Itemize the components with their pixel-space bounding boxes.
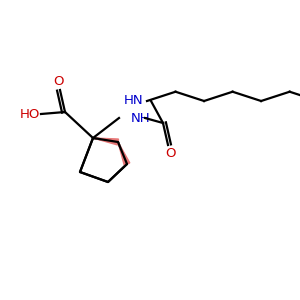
Text: O: O	[165, 147, 175, 160]
Text: O: O	[53, 75, 63, 88]
Polygon shape	[118, 142, 130, 165]
Text: NH: NH	[131, 112, 151, 124]
Polygon shape	[93, 138, 118, 145]
Text: HN: HN	[123, 94, 143, 107]
Text: HO: HO	[20, 107, 40, 121]
